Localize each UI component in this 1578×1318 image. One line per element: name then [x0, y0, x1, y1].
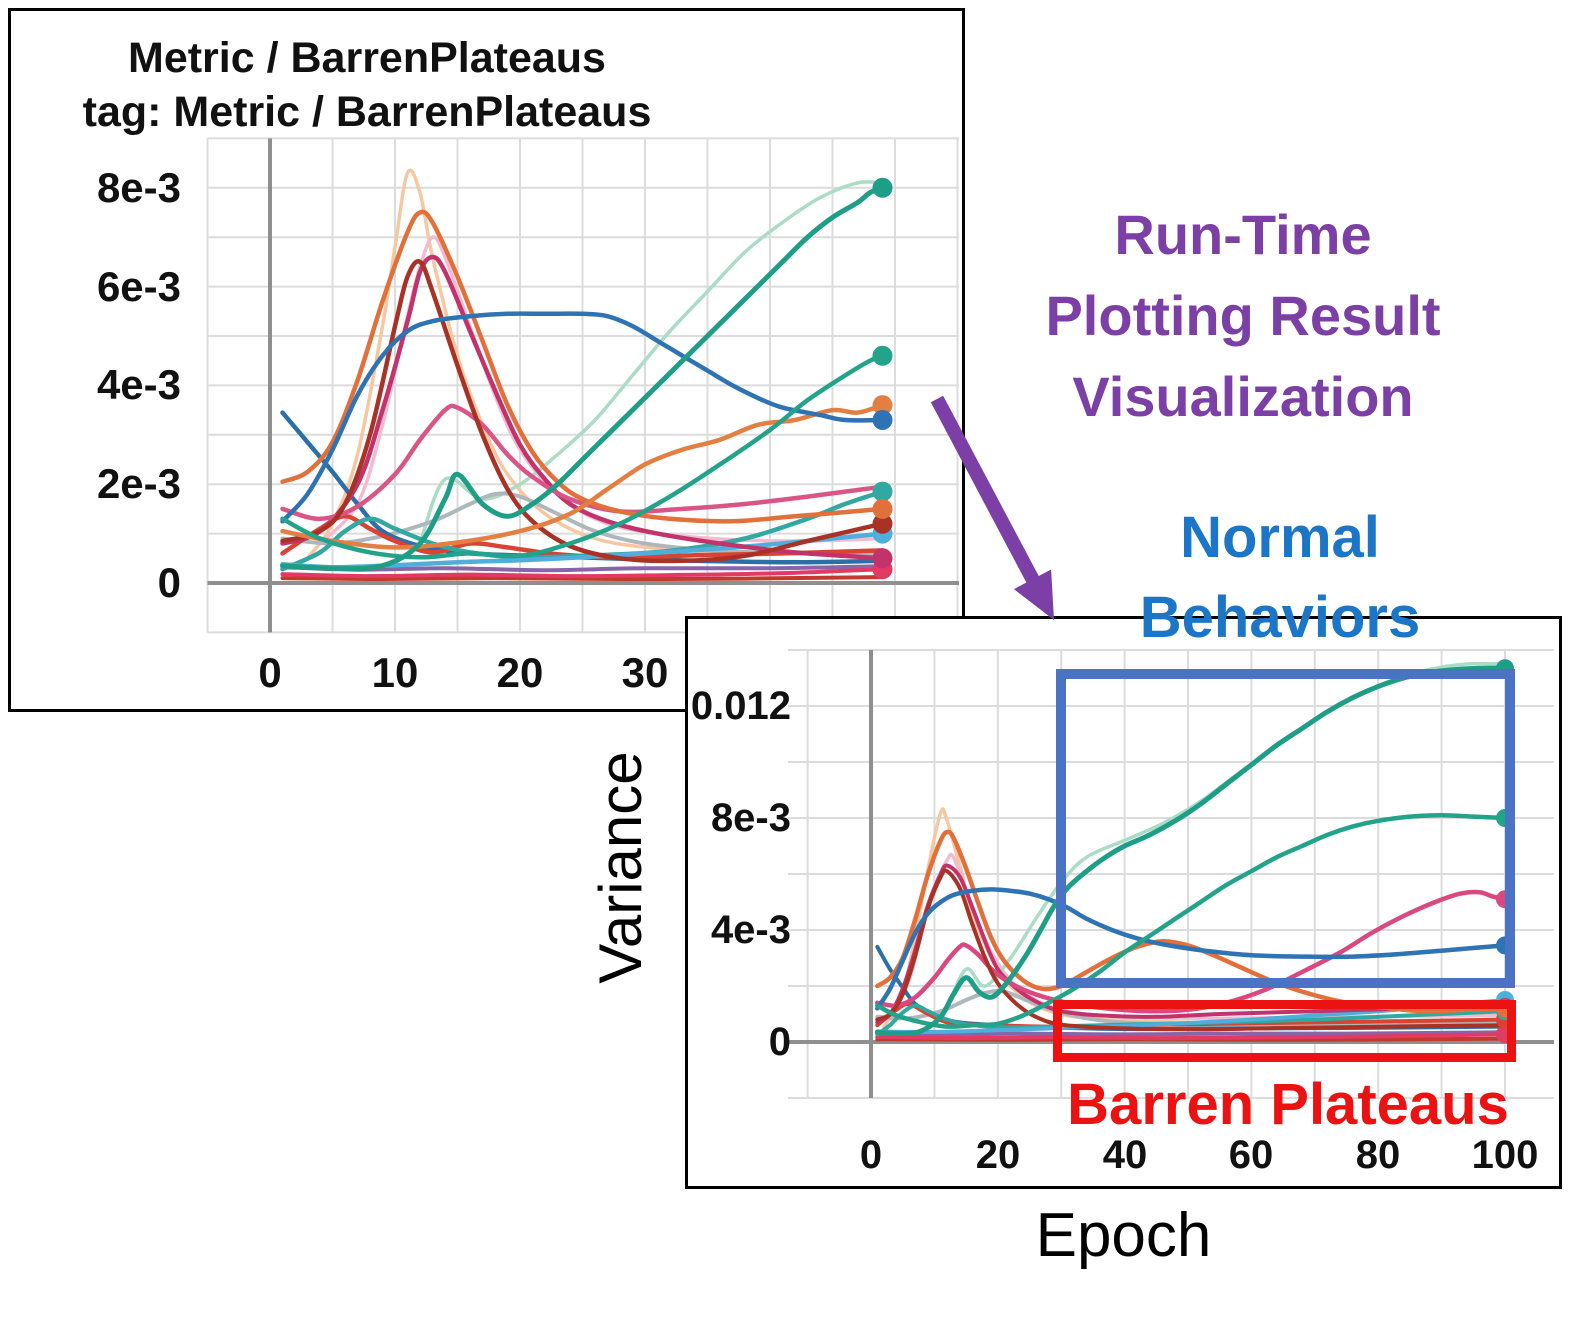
y-tick-label: 6e-3: [96, 263, 181, 310]
chart-title: Metric / BarrenPlateaus tag: Metric / Ba…: [47, 31, 687, 139]
normal-behaviors-line: Behaviors: [1139, 585, 1421, 650]
y-tick-label: 4e-3: [710, 908, 791, 952]
x-axis-label: Epoch: [1035, 1201, 1212, 1270]
normal-behaviors-label: Normal Behaviors: [1030, 498, 1530, 658]
variance-chart-small: [206, 137, 959, 634]
x-tick-label: 20: [975, 1133, 1021, 1177]
y-tick-label: 0: [768, 1020, 791, 1064]
x-tick-label: 20: [496, 649, 544, 696]
x-tick-label: 40: [1102, 1133, 1148, 1177]
barren-plateaus-box: [1053, 1000, 1516, 1062]
x-tick-label: 80: [1355, 1133, 1401, 1177]
x-tick-label: 10: [371, 649, 419, 696]
zoomed-variance-panel: 0.012 8e-3 4e-3 0 0 20 40 60 80 100 Barr…: [685, 616, 1562, 1189]
x-tick-label: 0: [258, 649, 282, 696]
x-tick-label: 60: [1228, 1133, 1274, 1177]
normal-behaviors-line: Normal: [1180, 505, 1380, 570]
barren-plateaus-label: Barren Plateaus: [1067, 1072, 1509, 1137]
normal-behaviors-box: [1056, 669, 1515, 988]
y-axis-label: Variance: [587, 751, 654, 984]
x-tick-label: 30: [621, 649, 669, 696]
y-tick-label: 8e-3: [710, 796, 791, 840]
x-tick-label: 0: [859, 1133, 883, 1177]
flow-annotation: Run-Time Plotting Result Visualization: [963, 194, 1523, 437]
tensorboard-panel: Metric / BarrenPlateaus tag: Metric / Ba…: [8, 8, 965, 712]
chart-title-line: Metric / BarrenPlateaus: [128, 34, 606, 82]
y-tick-label: 8e-3: [96, 164, 181, 211]
y-tick-label: 2e-3: [96, 460, 181, 507]
chart-tag-line: tag: Metric / BarrenPlateaus: [82, 88, 652, 136]
flow-arrow-icon: [930, 395, 1054, 620]
flow-annotation-line: Visualization: [1072, 365, 1414, 428]
arrow-shaft: [930, 395, 1041, 586]
y-tick-label: 4e-3: [96, 361, 181, 408]
x-tick-label: 100: [1471, 1133, 1539, 1177]
y-tick-label: 0: [157, 559, 181, 606]
flow-annotation-line: Plotting Result: [1045, 284, 1441, 347]
y-tick-label: 0.012: [690, 684, 791, 728]
flow-annotation-line: Run-Time: [1114, 203, 1372, 266]
arrow-head: [1013, 569, 1054, 620]
